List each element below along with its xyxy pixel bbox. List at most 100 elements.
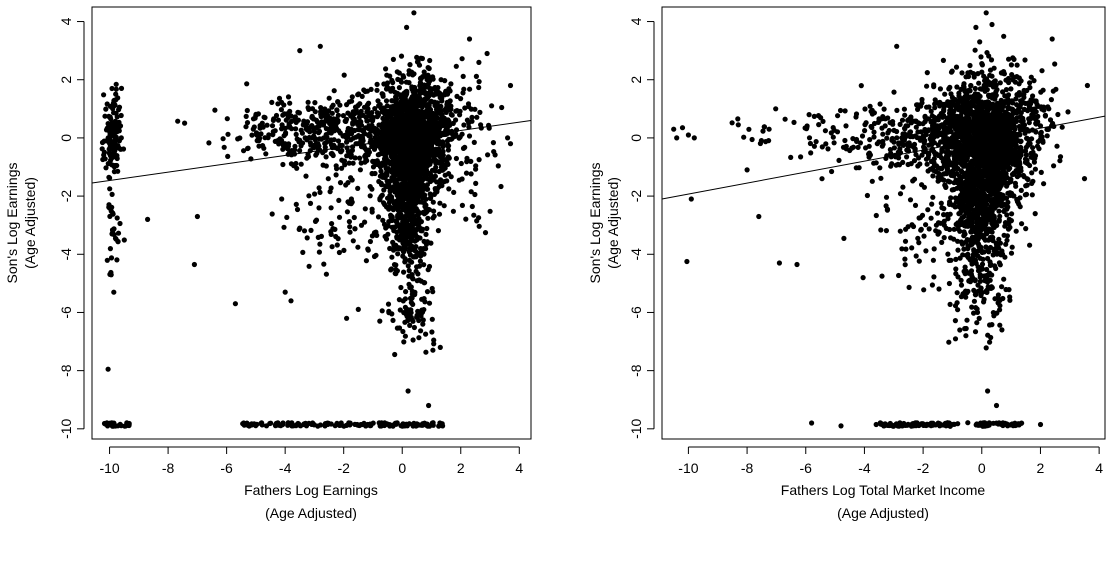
data-point [390, 56, 396, 63]
data-point [357, 118, 363, 124]
data-point [101, 152, 107, 158]
data-point [437, 344, 443, 350]
data-point [413, 93, 419, 99]
data-point [384, 421, 390, 427]
data-point [930, 173, 936, 179]
data-point [375, 98, 381, 104]
data-point [118, 112, 124, 119]
data-point [459, 202, 465, 208]
data-point [409, 153, 415, 159]
data-point [339, 165, 345, 171]
data-point [429, 329, 435, 335]
data-point [1031, 78, 1037, 84]
data-point [426, 161, 432, 167]
data-point [430, 215, 436, 221]
data-point [243, 113, 249, 119]
data-point [304, 137, 310, 143]
data-point [982, 161, 988, 167]
data-point [418, 246, 424, 252]
data-point [442, 172, 448, 178]
data-point [335, 138, 342, 144]
data-point [441, 203, 447, 209]
data-point [297, 148, 303, 154]
data-point [467, 86, 473, 92]
data-point [408, 237, 414, 243]
data-point [395, 251, 401, 257]
data-point [976, 230, 982, 237]
data-point [410, 301, 416, 307]
data-point [108, 255, 115, 261]
data-point [423, 175, 429, 181]
data-point [421, 211, 427, 217]
data-point [948, 91, 954, 97]
data-point [1006, 56, 1012, 62]
data-point [408, 128, 414, 134]
data-point [305, 151, 311, 157]
data-point [388, 144, 394, 150]
data-point [443, 157, 449, 163]
data-point [953, 199, 959, 205]
data-point [443, 127, 449, 133]
data-point [298, 161, 304, 167]
data-point [969, 167, 976, 173]
data-point [385, 120, 391, 126]
data-point [117, 421, 123, 427]
data-point [988, 57, 995, 63]
data-point [956, 195, 962, 201]
data-point [417, 95, 423, 101]
data-point [301, 228, 308, 234]
data-point [263, 151, 269, 157]
data-point [1027, 242, 1033, 248]
plot-frame [661, 6, 1106, 440]
data-point [389, 175, 395, 181]
data-point [375, 214, 382, 220]
data-point [415, 103, 421, 109]
data-point [407, 241, 413, 247]
data-point [363, 153, 369, 160]
data-point [468, 171, 474, 177]
data-point [476, 84, 482, 91]
data-point [362, 206, 368, 212]
data-point [358, 222, 365, 228]
data-point [280, 420, 286, 426]
data-point [1022, 148, 1029, 154]
data-point [387, 73, 393, 79]
y-tick-label: 0 [58, 134, 74, 142]
data-point [294, 136, 300, 142]
data-point [419, 114, 425, 120]
data-point [425, 423, 431, 429]
data-point [1027, 162, 1033, 169]
data-point [423, 331, 429, 337]
data-point [1010, 55, 1016, 61]
data-point [976, 315, 982, 321]
data-point [285, 111, 291, 117]
data-point [405, 317, 411, 324]
data-point [245, 145, 251, 151]
data-point [288, 161, 294, 167]
data-point [393, 242, 399, 248]
data-point [300, 249, 306, 255]
data-point [349, 177, 355, 183]
data-point [403, 130, 409, 136]
data-point [412, 123, 418, 129]
data-point [367, 193, 373, 199]
data-point [225, 131, 231, 137]
data-point [498, 183, 504, 190]
data-point [404, 156, 410, 162]
data-point [410, 72, 416, 78]
data-point [394, 235, 400, 241]
data-point [374, 110, 380, 116]
x-tick-label: -6 [220, 460, 233, 476]
data-point [114, 257, 120, 263]
data-point [387, 126, 393, 132]
data-point [1000, 89, 1006, 95]
data-point [276, 95, 283, 101]
data-point [287, 100, 293, 106]
data-point [1009, 211, 1015, 217]
data-point [404, 313, 410, 319]
data-point [237, 135, 243, 141]
data-point [431, 337, 437, 343]
data-point [414, 162, 421, 168]
data-point [412, 167, 418, 173]
